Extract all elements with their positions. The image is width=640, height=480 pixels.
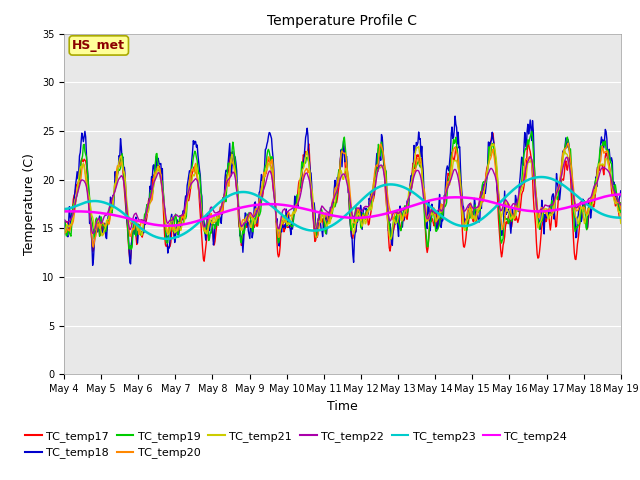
TC_temp23: [428, 204, 435, 210]
TC_temp24: [164, 223, 172, 228]
Line: TC_temp18: TC_temp18: [64, 116, 621, 265]
TC_temp22: [411, 171, 419, 177]
TC_temp20: [185, 187, 193, 192]
TC_temp18: [128, 237, 136, 243]
TC_temp17: [127, 245, 135, 251]
TC_temp21: [127, 222, 135, 228]
TC_temp18: [185, 173, 193, 179]
TC_temp22: [60, 217, 68, 223]
TC_temp23: [617, 215, 625, 221]
TC_temp20: [411, 169, 419, 175]
TC_temp22: [128, 220, 136, 226]
TC_temp24: [617, 192, 625, 197]
TC_temp22: [526, 154, 534, 159]
TC_temp17: [617, 200, 625, 206]
TC_temp18: [89, 263, 97, 268]
TC_temp22: [214, 209, 222, 215]
TC_temp23: [127, 217, 135, 223]
TC_temp17: [70, 192, 78, 198]
TC_temp20: [90, 244, 97, 250]
TC_temp19: [128, 244, 136, 250]
TC_temp17: [200, 258, 208, 264]
TC_temp20: [70, 213, 78, 219]
TC_temp24: [185, 220, 193, 226]
TC_temp24: [127, 216, 135, 222]
TC_temp23: [411, 191, 419, 196]
TC_temp23: [537, 174, 545, 180]
TC_temp19: [70, 201, 78, 206]
TC_temp24: [214, 211, 222, 217]
TC_temp21: [184, 193, 192, 199]
TC_temp20: [564, 140, 572, 146]
TC_temp18: [617, 188, 625, 193]
TC_temp24: [428, 197, 435, 203]
Line: TC_temp17: TC_temp17: [64, 133, 621, 261]
TC_temp17: [60, 219, 68, 225]
TC_temp20: [617, 206, 625, 212]
TC_temp19: [60, 219, 68, 225]
Line: TC_temp20: TC_temp20: [64, 143, 621, 247]
Y-axis label: Temperature (C): Temperature (C): [23, 153, 36, 255]
TC_temp24: [60, 208, 68, 214]
TC_temp22: [90, 230, 97, 236]
TC_temp19: [528, 129, 536, 134]
TC_temp19: [127, 246, 135, 252]
TC_temp18: [411, 150, 419, 156]
TC_temp19: [617, 200, 625, 206]
TC_temp18: [70, 198, 78, 204]
TC_temp19: [185, 187, 193, 192]
TC_temp18: [428, 212, 435, 218]
TC_temp17: [411, 166, 419, 171]
TC_temp24: [70, 208, 78, 214]
Line: TC_temp23: TC_temp23: [64, 177, 621, 239]
TC_temp21: [387, 236, 395, 242]
TC_temp22: [428, 207, 435, 213]
TC_temp24: [411, 202, 419, 208]
TC_temp17: [428, 219, 435, 225]
TC_temp18: [214, 221, 222, 227]
Title: Temperature Profile C: Temperature Profile C: [268, 14, 417, 28]
Legend: TC_temp17, TC_temp18, TC_temp19, TC_temp20, TC_temp21, TC_temp22, TC_temp23, TC_: TC_temp17, TC_temp18, TC_temp19, TC_temp…: [25, 431, 567, 458]
Line: TC_temp22: TC_temp22: [64, 156, 621, 233]
TC_temp21: [70, 202, 78, 208]
X-axis label: Time: Time: [327, 400, 358, 413]
TC_temp21: [428, 210, 435, 216]
TC_temp21: [214, 213, 221, 218]
Line: TC_temp21: TC_temp21: [64, 144, 621, 239]
TC_temp23: [185, 228, 193, 234]
TC_temp20: [214, 215, 222, 221]
TC_temp19: [428, 218, 435, 224]
TC_temp21: [617, 220, 625, 226]
TC_temp22: [185, 188, 193, 194]
TC_temp17: [488, 130, 496, 136]
Line: TC_temp24: TC_temp24: [64, 194, 621, 226]
TC_temp23: [163, 236, 170, 242]
Text: HS_met: HS_met: [72, 39, 125, 52]
TC_temp18: [60, 227, 68, 232]
TC_temp19: [411, 162, 419, 168]
TC_temp21: [490, 141, 498, 147]
TC_temp21: [411, 155, 419, 161]
TC_temp21: [60, 231, 68, 237]
TC_temp20: [60, 229, 68, 235]
TC_temp23: [60, 206, 68, 212]
TC_temp22: [617, 202, 625, 208]
TC_temp20: [428, 207, 435, 213]
TC_temp17: [184, 197, 192, 203]
TC_temp23: [70, 204, 78, 210]
TC_temp22: [70, 206, 78, 212]
TC_temp23: [214, 201, 222, 206]
Line: TC_temp19: TC_temp19: [64, 132, 621, 249]
TC_temp20: [128, 228, 136, 233]
TC_temp19: [214, 222, 222, 228]
TC_temp18: [451, 113, 459, 119]
TC_temp17: [214, 212, 222, 217]
